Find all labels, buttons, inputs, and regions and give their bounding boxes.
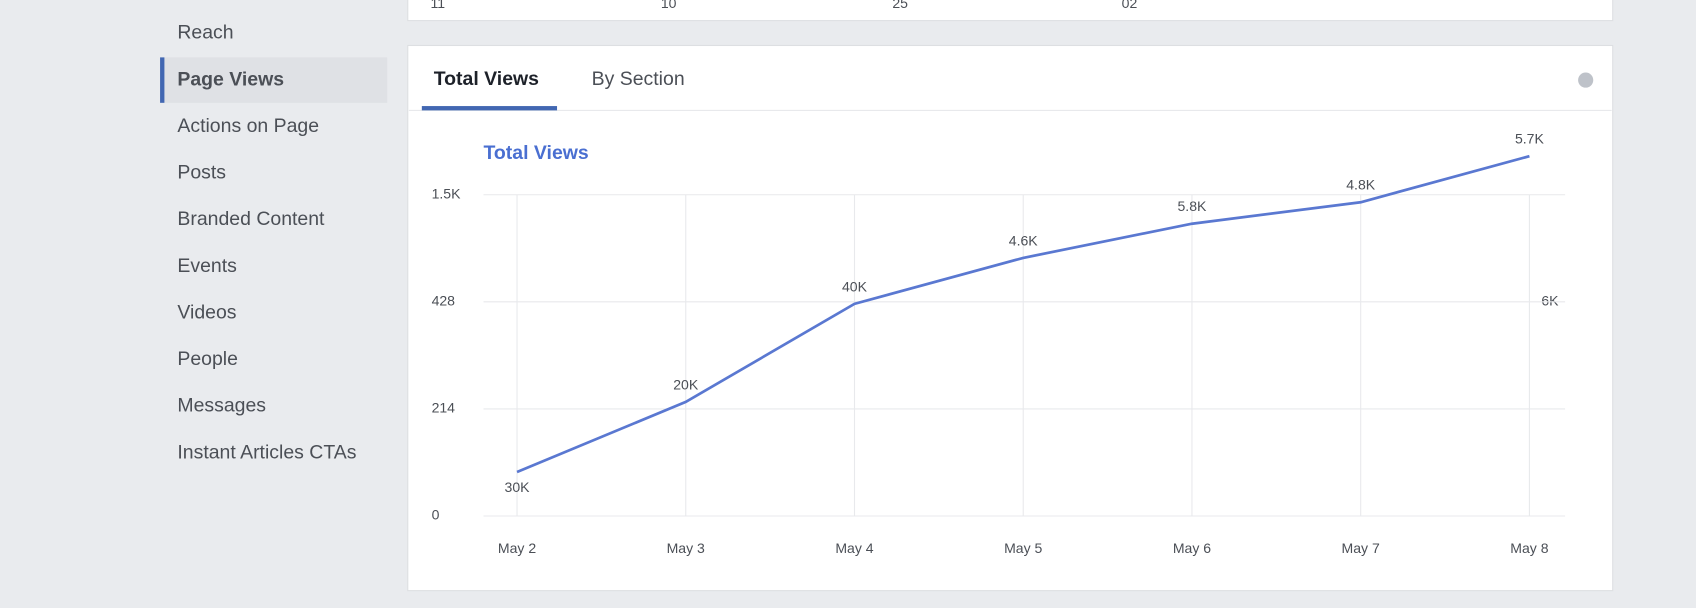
sidebar-item[interactable]: Posts bbox=[177, 162, 226, 184]
sidebar-item[interactable]: People bbox=[177, 348, 238, 370]
chart-title: Total Views bbox=[483, 142, 588, 164]
x-tick-label: May 5 bbox=[1004, 540, 1042, 556]
x-tick-label: May 6 bbox=[1173, 540, 1211, 556]
tab-underline bbox=[421, 106, 558, 111]
line bbox=[516, 154, 1530, 474]
x-tick-label: May 7 bbox=[1342, 540, 1380, 556]
data-annotation: 30K bbox=[505, 479, 531, 495]
x-tick-label: May 4 bbox=[835, 540, 873, 556]
sidebar-item[interactable]: Branded Content bbox=[177, 208, 325, 230]
data-annotation: 5.7K bbox=[1515, 131, 1545, 147]
prev-axis-label: 02 bbox=[1122, 0, 1138, 11]
sidebar-item[interactable]: Actions on Page bbox=[177, 115, 319, 137]
data-annotation: 40K bbox=[842, 278, 868, 294]
previous-card bbox=[407, 0, 1614, 22]
prev-axis-label: 11 bbox=[430, 0, 445, 11]
sidebar-item[interactable]: Events bbox=[177, 255, 237, 277]
sidebar-item[interactable]: Page Views bbox=[177, 68, 284, 90]
data-annotation: 4.6K bbox=[1009, 232, 1039, 248]
y-tick-label: 0 bbox=[432, 507, 440, 523]
y-tick-label: 428 bbox=[432, 293, 456, 309]
data-annotation: 5.8K bbox=[1178, 198, 1208, 214]
info-icon[interactable] bbox=[1578, 72, 1594, 88]
data-annotation: 4.8K bbox=[1346, 177, 1376, 193]
prev-axis-label: 10 bbox=[661, 0, 677, 11]
y-tick-label: 214 bbox=[432, 400, 456, 416]
card bbox=[407, 44, 1614, 592]
data-annotation: 20K bbox=[673, 376, 699, 392]
active-item-bg bbox=[160, 57, 388, 103]
sidebar-item[interactable]: Messages bbox=[177, 395, 266, 417]
tab[interactable]: Total Views bbox=[434, 68, 539, 90]
x-tick-label: May 8 bbox=[1510, 540, 1548, 556]
prev-axis-label: 25 bbox=[892, 0, 908, 11]
x-tick-label: May 3 bbox=[667, 540, 705, 556]
tab[interactable]: By Section bbox=[592, 68, 685, 90]
right-label: 6K bbox=[1541, 293, 1559, 309]
x-tick-label: May 2 bbox=[498, 540, 536, 556]
y-tick-label: 1.5K bbox=[432, 185, 462, 201]
sidebar-item[interactable]: Videos bbox=[177, 301, 236, 323]
active-item-bar bbox=[160, 57, 165, 103]
sidebar-item[interactable]: Instant Articles CTAs bbox=[177, 441, 356, 463]
sidebar-item[interactable]: Reach bbox=[177, 22, 233, 44]
